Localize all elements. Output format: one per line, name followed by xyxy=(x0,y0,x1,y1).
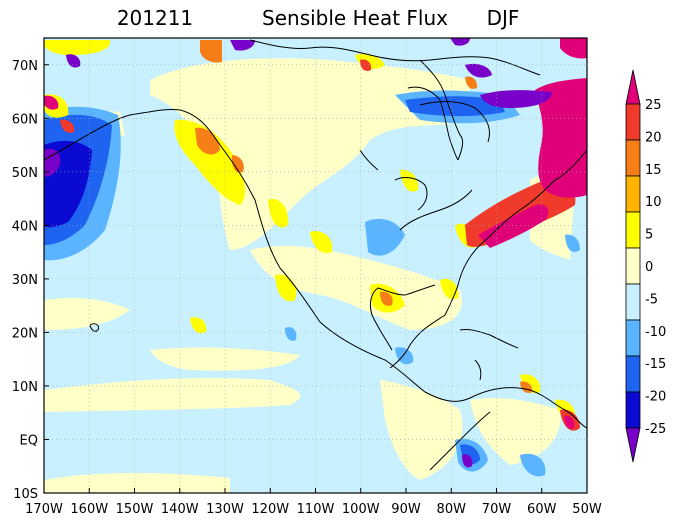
title-season: DJF xyxy=(487,6,520,30)
y-tick-label: 60N xyxy=(12,112,38,127)
colorbar-segment xyxy=(625,427,641,463)
colorbar-label: -25 xyxy=(645,422,666,437)
colorbar-label: -5 xyxy=(645,292,658,307)
colorbar-label: -10 xyxy=(645,325,666,340)
graticule xyxy=(44,38,587,493)
y-tick-label: 50N xyxy=(12,166,38,181)
colorbar-segment xyxy=(625,139,641,177)
y-tick-label: 20N xyxy=(12,326,38,341)
colorbar-label: 15 xyxy=(645,163,662,178)
contour-fill-10-to-20 xyxy=(195,40,533,393)
y-tick-label: 10N xyxy=(12,380,38,395)
colorbar-segment xyxy=(625,247,641,285)
x-tick-label: 150W xyxy=(116,502,154,517)
contour-fill-5-to-10 xyxy=(44,40,575,417)
colorbar-label: 25 xyxy=(645,98,662,113)
colorbar: 25 20 15 10 5 0 -5 -10 -15 -20 -25 xyxy=(625,69,666,463)
map-panel xyxy=(44,38,587,493)
colorbar-segment xyxy=(625,69,641,105)
colorbar-label: 5 xyxy=(645,228,653,243)
longitude-axis: 170W 160W 150W 140W 130W 120W 110W 100W 90W 80W 70… xyxy=(25,488,602,517)
colorbar-segment xyxy=(625,283,641,321)
colorbar-segment xyxy=(625,175,641,213)
coastlines xyxy=(44,39,587,471)
y-tick-label: 30N xyxy=(12,273,38,288)
x-tick-label: 110W xyxy=(297,502,335,517)
x-tick-label: 160W xyxy=(70,502,108,517)
colorbar-segment xyxy=(625,103,641,141)
x-tick-label: 100W xyxy=(342,502,380,517)
colorbar-segment xyxy=(625,355,641,393)
x-tick-label: 130W xyxy=(206,502,244,517)
colorbar-segment xyxy=(625,319,641,357)
title-variable: Sensible Heat Flux xyxy=(262,6,448,30)
colorbar-segment xyxy=(625,211,641,249)
title-date: 201211 xyxy=(117,6,193,30)
contour-fill-above-25 xyxy=(44,38,587,429)
y-tick-label: EQ xyxy=(20,433,38,448)
x-tick-label: 120W xyxy=(251,502,289,517)
x-tick-label: 50W xyxy=(572,502,602,517)
colorbar-label: 0 xyxy=(645,260,653,275)
contour-fill-below-neg25 xyxy=(44,38,552,468)
colorbar-label: 10 xyxy=(645,195,662,210)
x-tick-label: 90W xyxy=(391,502,421,517)
colorbar-label: -15 xyxy=(645,357,666,372)
colorbar-label: 20 xyxy=(645,130,662,145)
y-tick-label: 10S xyxy=(13,487,38,502)
latitude-axis: 10S EQ 10N 20N 30N 40N 50N 60N 70N xyxy=(12,59,49,502)
colorbar-segment xyxy=(625,391,641,429)
x-tick-label: 60W xyxy=(527,502,557,517)
y-tick-label: 40N xyxy=(12,219,38,234)
colorbar-label: -20 xyxy=(645,390,666,405)
x-tick-label: 140W xyxy=(161,502,199,517)
x-tick-label: 170W xyxy=(25,502,63,517)
x-tick-label: 80W xyxy=(437,502,467,517)
y-tick-label: 70N xyxy=(12,59,38,74)
x-tick-label: 70W xyxy=(482,502,512,517)
